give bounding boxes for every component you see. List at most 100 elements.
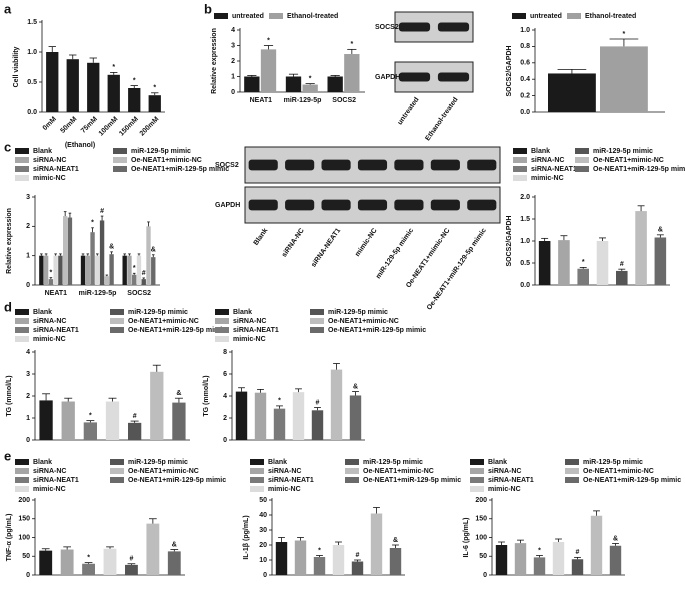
y-tick-label: 1 — [26, 415, 30, 422]
y-tick-label: 0 — [26, 282, 30, 289]
legend-swatch — [565, 459, 579, 465]
blot-row-label: SOCS2 — [375, 24, 399, 31]
bar — [105, 401, 120, 440]
significance-mark: * — [267, 37, 270, 44]
significance-mark: # — [100, 208, 104, 215]
significance-mark: & — [658, 227, 663, 234]
significance-mark: & — [613, 535, 618, 542]
y-axis-label: Relative expression — [211, 28, 218, 94]
blot-band — [398, 72, 431, 82]
x-axis-label: (Ethanol) — [65, 142, 95, 149]
bar — [67, 217, 73, 285]
bar — [292, 392, 305, 440]
legend-label: Oe-NEAT1+mimic-NC — [328, 318, 399, 325]
legend-swatch — [575, 148, 589, 154]
legend-label: siRNA-NEAT1 — [33, 327, 79, 334]
y-tick-label: 1 — [26, 253, 30, 260]
legend-swatch — [250, 459, 264, 465]
legend-swatch — [345, 477, 359, 483]
bar — [53, 255, 58, 285]
bar — [577, 268, 589, 285]
legend-label: Oe-NEAT1+mimic-NC — [593, 157, 664, 164]
bar — [616, 270, 628, 285]
bar — [590, 515, 603, 575]
y-tick-label: 0.5 — [520, 260, 530, 267]
x-tick-label: miR-129-5p — [79, 290, 117, 297]
legend-swatch — [15, 477, 29, 483]
y-tick-label: 1 — [231, 73, 235, 80]
y-tick-label: 1.0 — [520, 27, 530, 34]
legend-label: miR-129-5p mimic — [128, 459, 188, 466]
bar — [39, 255, 44, 285]
y-tick-label: 100 — [18, 534, 30, 541]
legend-label: mimic-NC — [268, 486, 301, 493]
legend-label: untreated — [530, 13, 562, 20]
bar — [132, 274, 137, 285]
y-tick-label: 0 — [263, 572, 267, 579]
legend-label: Oe-NEAT1+mimic-NC — [363, 468, 434, 475]
significance-mark: * — [112, 64, 115, 71]
legend-swatch — [269, 13, 283, 19]
blot-lane-label: siRNA-NC — [281, 227, 306, 258]
panel-letter: b — [204, 1, 212, 16]
legend-swatch — [110, 309, 124, 315]
significance-mark: * — [318, 547, 321, 554]
blot-band — [357, 159, 388, 171]
significance-mark: * — [538, 547, 541, 554]
legend-label: siRNA-NC — [33, 157, 66, 164]
bar — [351, 561, 364, 575]
legend-swatch — [565, 468, 579, 474]
bar — [260, 49, 277, 92]
legend-label: siRNA-NEAT1 — [233, 327, 279, 334]
legend-label: untreated — [232, 13, 264, 20]
y-tick-label: 1.0 — [27, 49, 37, 56]
significance-mark: # — [356, 552, 360, 559]
y-tick-label: 50 — [22, 553, 30, 560]
blot-band — [321, 199, 351, 211]
panel-letter: d — [4, 299, 12, 314]
y-tick-label: 3 — [26, 194, 30, 201]
y-tick-label: 0.4 — [520, 76, 530, 83]
bar — [103, 548, 117, 575]
legend-label: miR-129-5p mimic — [593, 148, 653, 155]
legend-swatch — [215, 309, 229, 315]
legend-label: siRNA-NEAT1 — [33, 166, 79, 173]
legend-label: Oe-NEAT1+miR-129-5p mimic — [583, 477, 681, 484]
legend-swatch — [15, 175, 29, 181]
legend-swatch — [214, 13, 228, 19]
legend-label: Blank — [268, 459, 287, 466]
legend-swatch — [113, 166, 127, 172]
bar — [58, 255, 63, 285]
y-tick-label: 1.0 — [520, 238, 530, 245]
significance-mark: * — [350, 41, 353, 48]
legend-label: Oe-NEAT1+miR-129-5p mimic — [593, 166, 685, 173]
blot-band — [321, 159, 351, 171]
significance-mark: & — [176, 390, 181, 397]
legend-swatch — [565, 477, 579, 483]
legend-label: mimic-NC — [33, 336, 66, 343]
legend-swatch — [15, 336, 29, 342]
legend-label: siRNA-NC — [488, 468, 521, 475]
bar — [327, 76, 343, 92]
legend-swatch — [513, 166, 527, 172]
y-tick-label: 0 — [483, 572, 487, 579]
legend-label: Oe-NEAT1+mimic-NC — [128, 318, 199, 325]
significance-mark: * — [50, 270, 53, 277]
legend-label: miR-129-5p mimic — [583, 459, 643, 466]
bar — [370, 513, 383, 575]
legend-swatch — [470, 477, 484, 483]
significance-mark: # — [133, 413, 137, 420]
bar — [600, 46, 648, 112]
legend-swatch — [15, 157, 29, 163]
blot-band — [430, 199, 460, 211]
significance-mark: * — [89, 412, 92, 419]
y-tick-label: 0.0 — [27, 109, 37, 116]
bar — [122, 255, 127, 285]
bar — [552, 542, 565, 575]
y-tick-label: 0.0 — [520, 109, 530, 116]
y-axis-label: TG (mmol/L) — [6, 375, 13, 416]
significance-mark: * — [623, 31, 626, 38]
bar — [349, 395, 362, 440]
bar — [85, 255, 90, 285]
